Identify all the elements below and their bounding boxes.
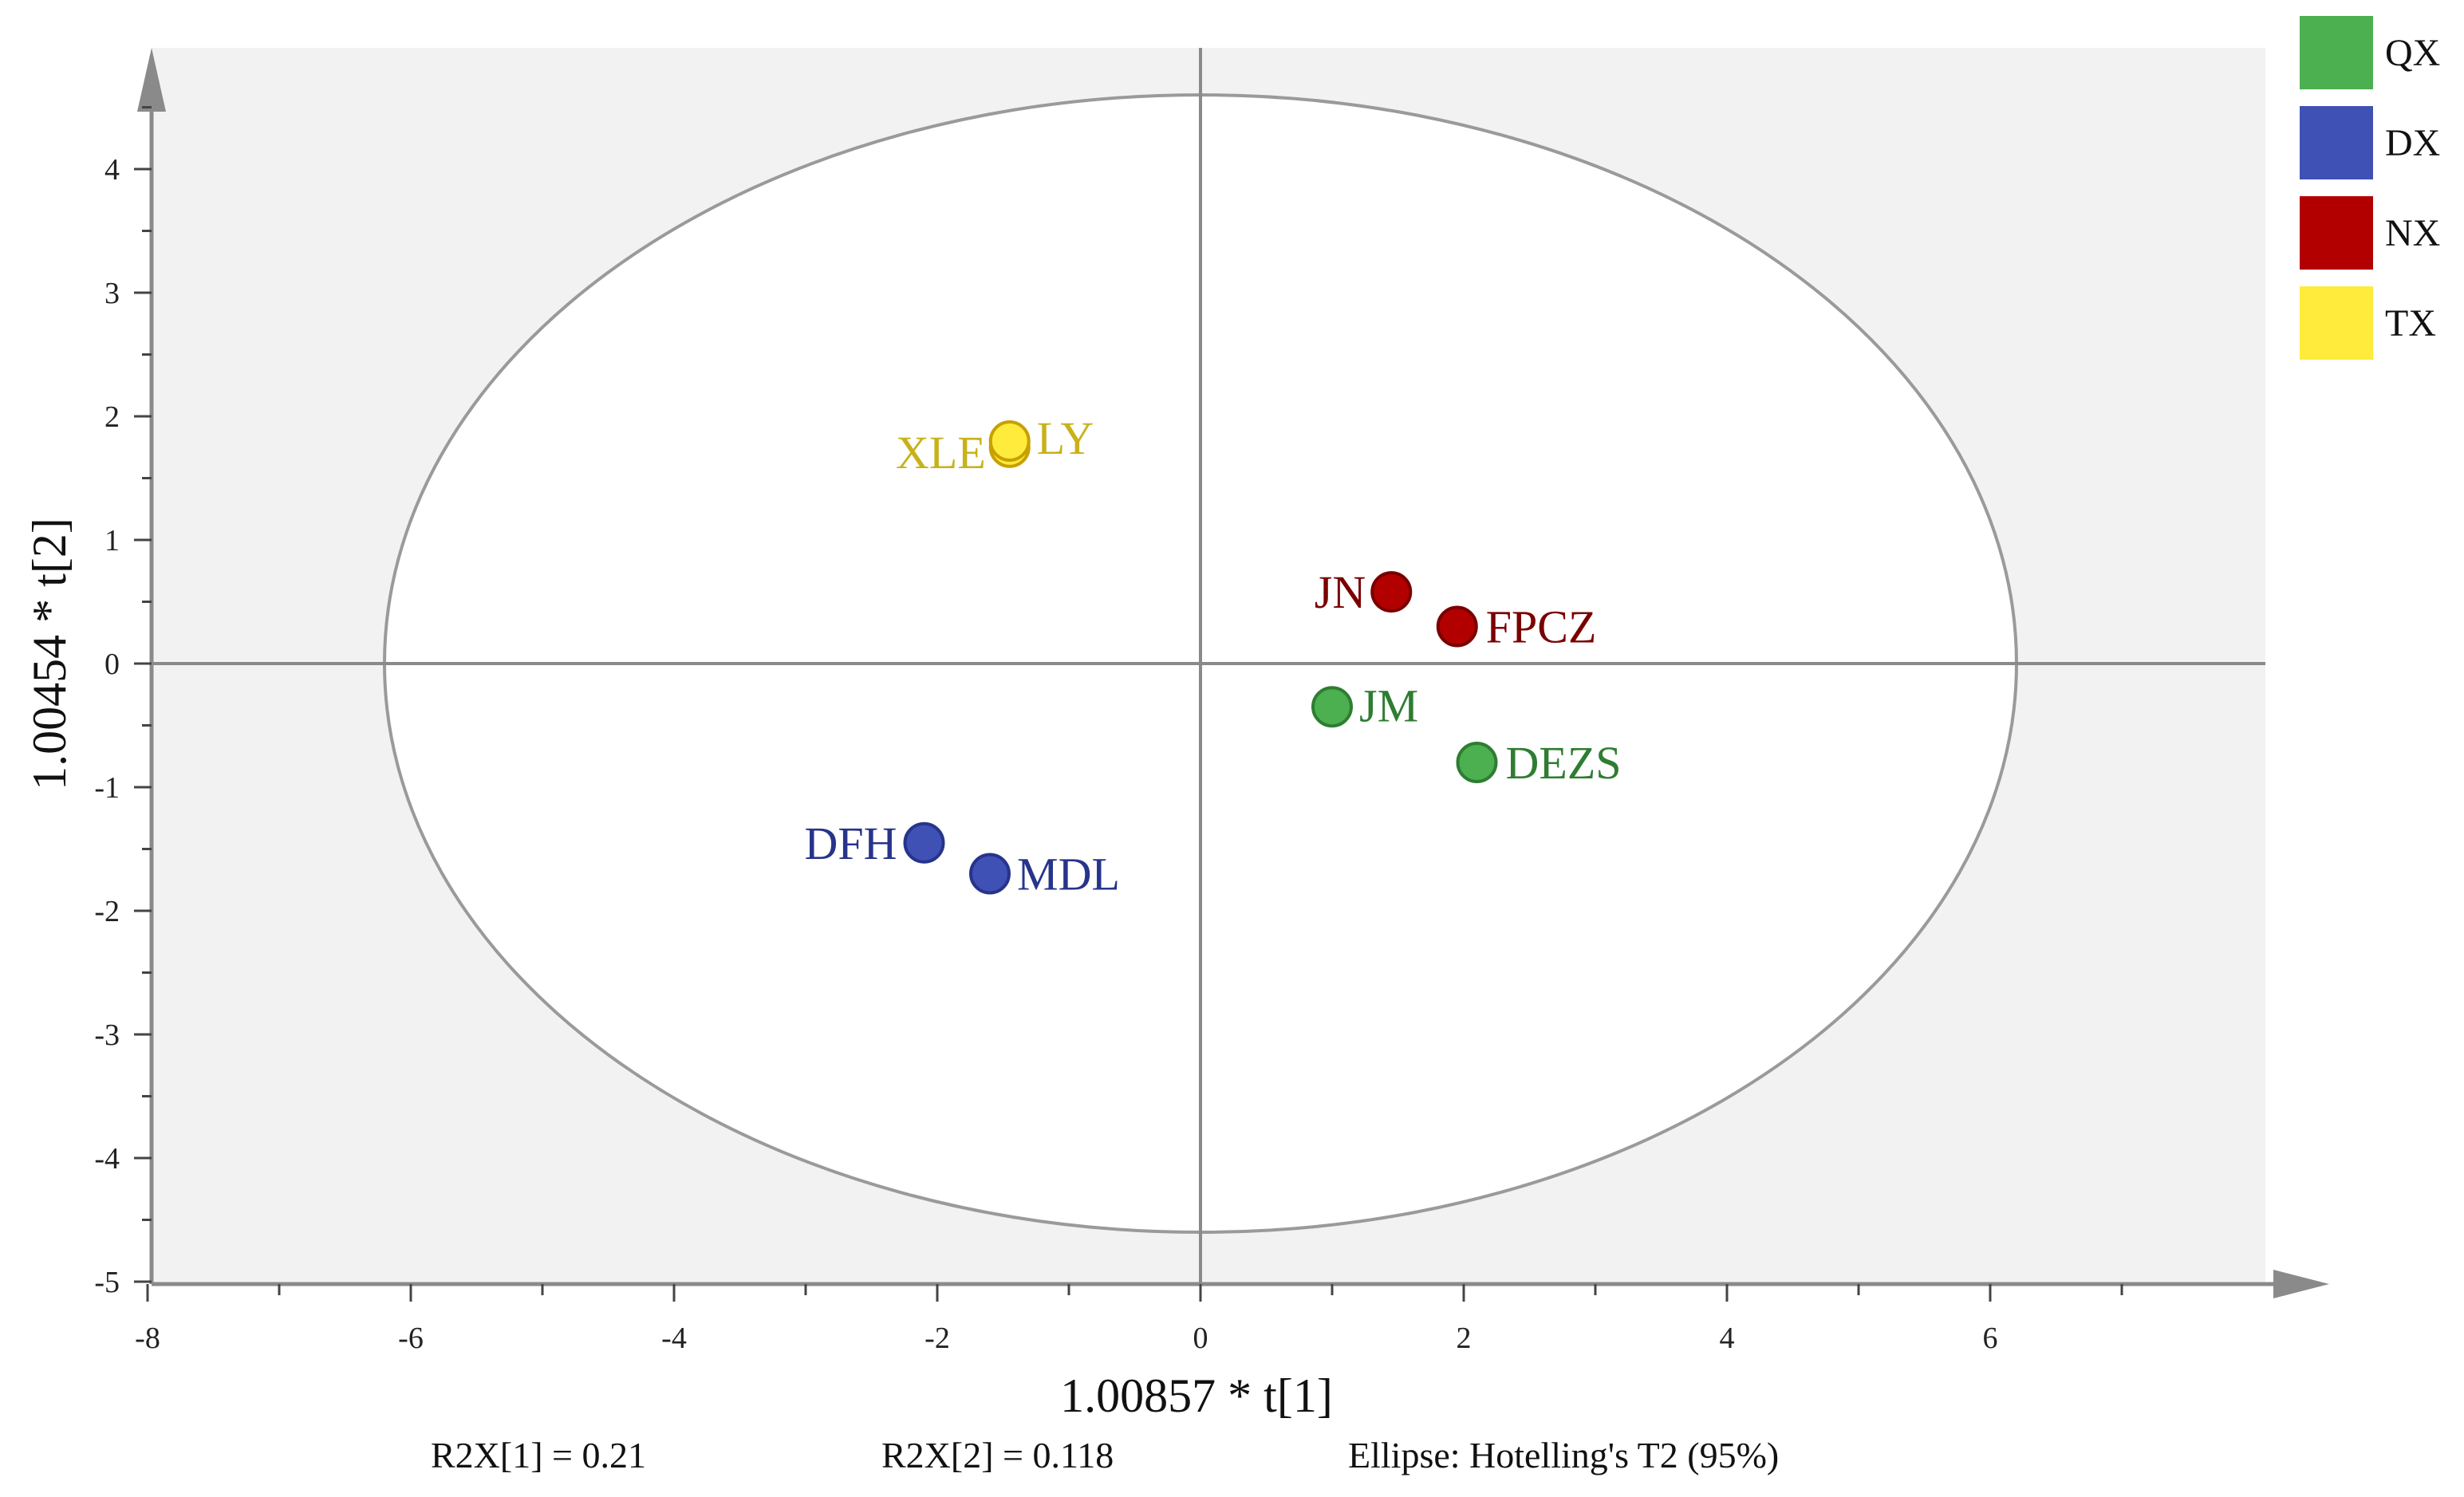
legend-swatch-nx xyxy=(2300,196,2373,270)
y-tick-label: -4 xyxy=(94,1142,120,1176)
x-axis-arrow xyxy=(2273,1270,2329,1298)
x-tick-label: 4 xyxy=(1720,1322,1735,1355)
legend-swatch-tx xyxy=(2300,286,2373,360)
r2x1-text: R2X[1] = 0.21 xyxy=(431,1435,646,1475)
x-tick-label: -2 xyxy=(924,1322,950,1355)
point-jn xyxy=(1370,571,1413,613)
x-axis-title: 1.00857 * t[1] xyxy=(1060,1369,1333,1422)
legend-swatch-dx xyxy=(2300,106,2373,179)
y-axis-title: 1.00454 * t[2] xyxy=(23,518,76,790)
y-tick-label: 2 xyxy=(104,400,120,434)
point-label-mdl: MDL xyxy=(1017,849,1120,900)
y-tick-label: 4 xyxy=(104,153,120,187)
legend-label-tx: TX xyxy=(2385,302,2436,345)
point-label-ly: LY xyxy=(1037,412,1094,464)
y-tick-label: -3 xyxy=(94,1018,120,1052)
x-tick-label: -6 xyxy=(398,1322,424,1355)
y-axis-arrow xyxy=(137,48,166,112)
point-label-xle: XLE xyxy=(896,427,986,479)
point-ly xyxy=(988,420,1031,462)
legend: QX DX NX TX xyxy=(2300,16,2440,360)
x-tick-label: 6 xyxy=(1983,1322,1998,1355)
x-tick-label: -4 xyxy=(661,1322,687,1355)
y-tick-label: -2 xyxy=(94,895,120,928)
y-tick-label: 1 xyxy=(104,524,120,557)
point-label-jn: JN xyxy=(1315,566,1366,618)
y-tick-label: -1 xyxy=(94,771,120,805)
x-tick-label: -8 xyxy=(135,1322,160,1355)
y-tick-label: 0 xyxy=(104,648,120,681)
x-tick-label: 0 xyxy=(1193,1322,1208,1355)
legend-label-dx: DX xyxy=(2385,122,2440,164)
y-tick-label: 3 xyxy=(104,277,120,310)
legend-label-qx: QX xyxy=(2385,32,2440,74)
y-tick-label: -5 xyxy=(94,1266,120,1299)
point-fpcz xyxy=(1436,605,1478,648)
point-label-dfh: DFH xyxy=(804,817,897,869)
legend-label-nx: NX xyxy=(2385,212,2440,254)
legend-swatch-qx xyxy=(2300,16,2373,89)
point-mdl xyxy=(969,853,1011,895)
ellipse-note: Ellipse: Hotelling's T2 (95%) xyxy=(1348,1435,1779,1475)
point-dfh xyxy=(903,821,945,864)
point-label-dezs: DEZS xyxy=(1506,737,1622,789)
point-dezs xyxy=(1456,742,1498,783)
point-label-jm: JM xyxy=(1359,680,1418,731)
x-tick-label: 2 xyxy=(1457,1322,1472,1355)
r2x2-text: R2X[2] = 0.118 xyxy=(881,1435,1114,1475)
point-jm xyxy=(1311,686,1353,728)
point-label-fpcz: FPCZ xyxy=(1486,601,1597,653)
